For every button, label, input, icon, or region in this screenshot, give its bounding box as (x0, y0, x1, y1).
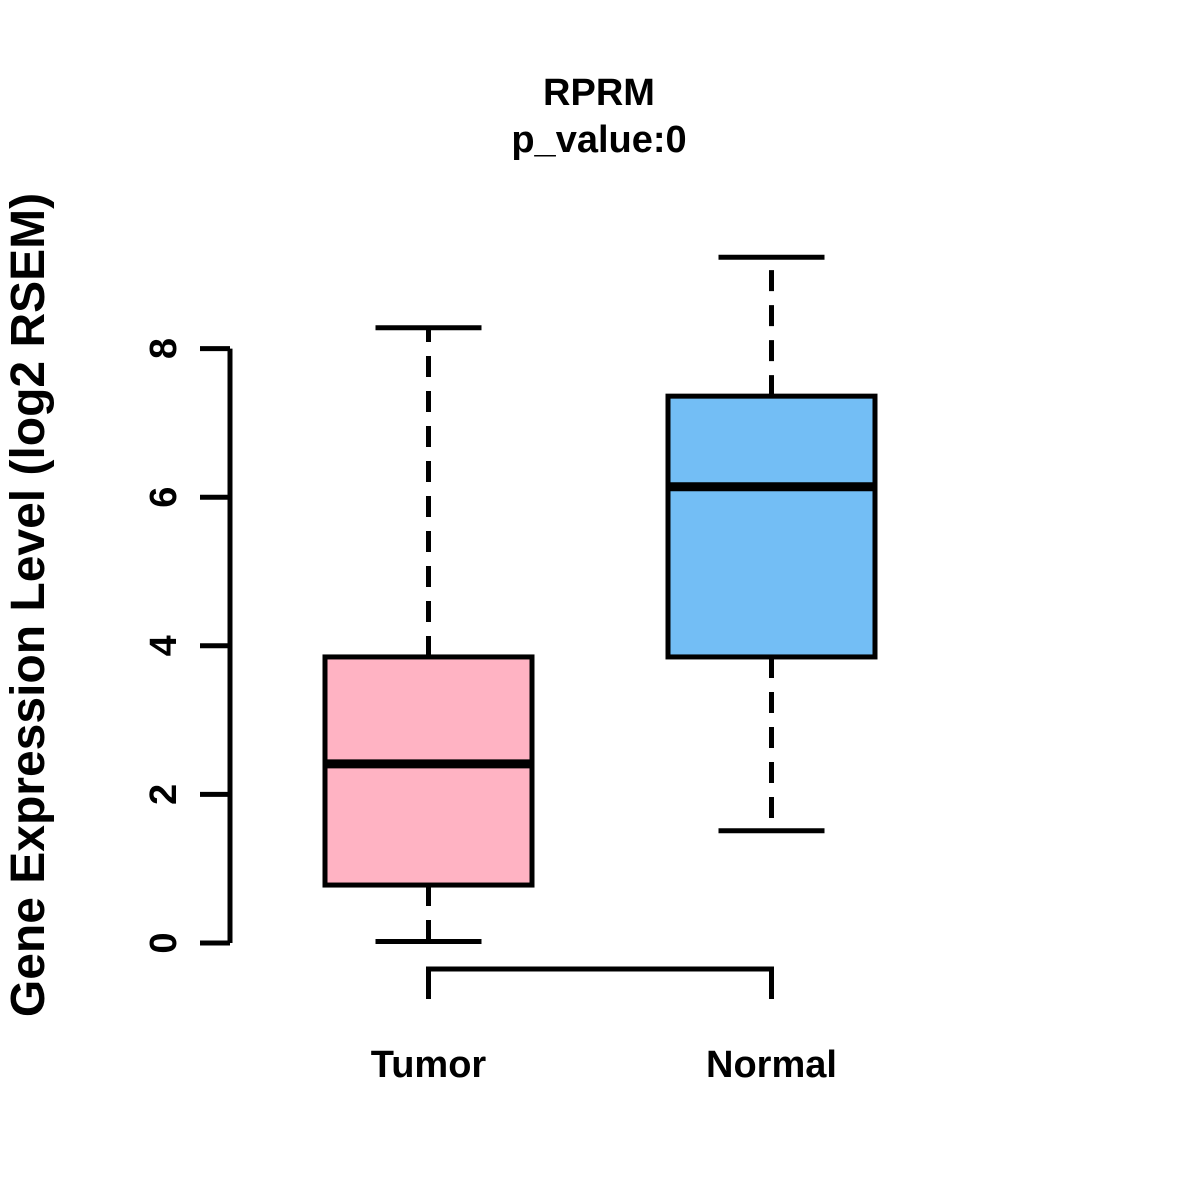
y-axis-tick-label: 2 (143, 784, 185, 805)
chart-subtitle: p_value:0 (511, 119, 686, 161)
iqr-box (322, 654, 535, 888)
y-axis-label: Gene Expression Level (log2 RSEM) (2, 193, 55, 1017)
x-category-label-tumor: Tumor (371, 1044, 487, 1086)
y-axis: 0 2 4 6 8 (143, 338, 233, 954)
y-axis-tick-label: 8 (143, 338, 185, 359)
x-axis (426, 966, 774, 999)
boxplot-boxes (322, 254, 878, 945)
x-category-label-normal: Normal (706, 1044, 837, 1086)
iqr-box (665, 393, 878, 660)
chart-title: RPRM (543, 72, 655, 114)
y-axis-tick-label: 6 (143, 487, 185, 508)
box-tumor (322, 325, 535, 945)
y-axis-tick-label: 4 (143, 635, 185, 656)
y-axis-tick-label: 0 (143, 932, 185, 953)
x-axis-bracket (426, 966, 774, 999)
box-normal (665, 254, 878, 834)
